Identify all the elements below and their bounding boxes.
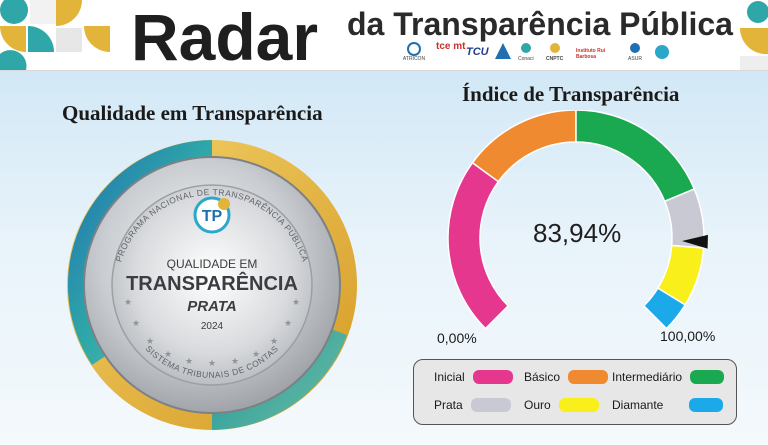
legend-label: Inicial (434, 370, 465, 384)
logo-atricon: ATRICON (402, 42, 426, 62)
seal-badge-icon: TP (193, 196, 231, 234)
gauge-min-label: 0,00% (437, 330, 477, 346)
logo-irb-instituto: Instituto Rui Barbosa (576, 48, 606, 60)
seal-stars: ★ ★ ★ ★ ★ ★ ★ ★ ★ ★ ★ (124, 298, 300, 369)
legend-item-prata: Prata (434, 398, 511, 412)
decorative-pattern-right (740, 1, 768, 70)
logo-conaci: Conaci (518, 42, 534, 62)
legend-swatch (472, 370, 513, 384)
legend-label: Ouro (524, 398, 551, 412)
gauge-bands (447, 110, 705, 330)
legend-item-basico: Básico (524, 370, 609, 384)
legend-label: Básico (524, 370, 561, 384)
index-heading: Índice de Transparência (462, 82, 680, 106)
seal-line2: TRANSPARÊNCIA (126, 271, 298, 295)
gauge-band-intermediário (575, 110, 696, 203)
legend-swatch (689, 398, 724, 412)
logo-irb (494, 42, 512, 62)
logo-tcu: TCU (466, 46, 489, 58)
legend: Inicial Básico Intermediário Prata Ouro … (413, 359, 737, 425)
legend-swatch (470, 398, 511, 412)
quality-heading: Qualidade em Transparência (62, 101, 323, 125)
transparency-gauge (447, 110, 708, 330)
seal-badge-text: TP (202, 208, 223, 225)
gauge-band-básico (471, 110, 577, 183)
legend-swatch (568, 370, 609, 384)
legend-label: Diamante (612, 398, 664, 412)
seal-level: PRATA (187, 298, 236, 315)
seal-line1: QUALIDADE EM (167, 257, 258, 271)
gauge-max-label: 100,00% (660, 328, 716, 344)
logo-atricon-text: ATRICON (402, 56, 426, 62)
legend-item-inicial: Inicial (434, 370, 513, 384)
svg-text:★: ★ (292, 298, 300, 308)
logo-asur-text: ASUR (628, 56, 642, 62)
svg-text:★: ★ (208, 359, 216, 369)
svg-text:★: ★ (146, 337, 154, 347)
decorative-pattern-left (0, 0, 110, 70)
legend-swatch (558, 398, 599, 412)
logo-conaci-text: Conaci (518, 56, 534, 62)
svg-text:★: ★ (132, 319, 140, 329)
svg-text:★: ★ (284, 319, 292, 329)
svg-text:★: ★ (185, 357, 193, 367)
legend-item-diamante: Diamante (612, 398, 724, 412)
legend-item-intermediario: Intermediário (612, 370, 725, 384)
svg-text:★: ★ (252, 350, 260, 360)
legend-label: Intermediário (612, 370, 683, 384)
legend-label: Prata (434, 398, 463, 412)
logo-cnptc: CNPTC (546, 42, 563, 62)
seal-year: 2024 (201, 321, 224, 332)
app-title: Radar (131, 0, 318, 74)
header: Radar da Transparência Pública ATRICON t… (0, 0, 768, 74)
partner-logos: ATRICON tce mt TCU Conaci CNPTC Institut… (402, 42, 682, 66)
svg-text:★: ★ (124, 298, 132, 308)
legend-swatch (690, 370, 725, 384)
app-subtitle: da Transparência Pública (347, 6, 733, 42)
legend-item-ouro: Ouro (524, 398, 599, 412)
svg-text:★: ★ (164, 350, 172, 360)
gauge-band-diamante (642, 287, 687, 330)
gauge-value: 83,94% (533, 218, 622, 248)
logo-tce-mt: tce mt (436, 41, 466, 52)
svg-text:★: ★ (270, 337, 278, 347)
quality-seal: PROGRAMA NACIONAL DE TRANSPARÊNCIA PÚBLI… (67, 140, 357, 430)
app-title-text: Radar (131, 0, 319, 74)
gauge-band-inicial (447, 161, 510, 330)
logo-asur: ASUR (628, 42, 642, 62)
logo-extra (654, 44, 670, 62)
svg-text:★: ★ (231, 357, 239, 367)
logo-cnptc-text: CNPTC (546, 56, 564, 62)
gauge-needle (681, 234, 708, 249)
